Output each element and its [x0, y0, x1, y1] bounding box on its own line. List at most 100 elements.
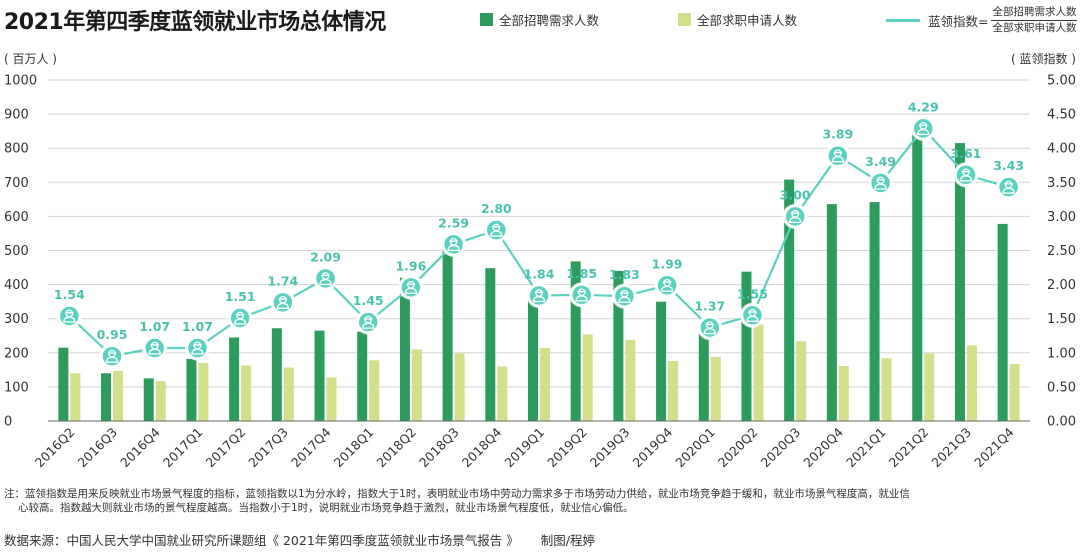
bar-applicants — [625, 339, 636, 421]
x-tick-label: 2017Q2 — [203, 425, 249, 471]
bar-applicants — [540, 348, 550, 421]
index-value-label: 2.80 — [481, 201, 512, 216]
legend-formula-numerator: 全部招聘需求人数 — [991, 6, 1078, 21]
y-right-tick-label: 4.50 — [1047, 108, 1076, 123]
y-right-tick-label: 1.50 — [1047, 312, 1076, 327]
index-value-label: 1.74 — [267, 273, 298, 288]
bar-demand — [186, 358, 197, 421]
chart-plot: 1.54 0.95 1.07 1.07 1.51 1.74 2.09 1.45 1.96 2.59… — [4, 74, 1076, 471]
index-marker — [741, 304, 764, 327]
index-marker — [101, 345, 123, 367]
legend-item-index: 蓝领指数= 全部招聘需求人数 全部求职申请人数 — [886, 6, 1078, 35]
bar-applicants — [454, 353, 465, 421]
legend-formula: 全部招聘需求人数 全部求职申请人数 — [991, 6, 1078, 35]
index-marker — [869, 172, 892, 194]
bar-applicants — [582, 334, 593, 421]
legend-swatch-demand — [480, 13, 493, 26]
index-value-label: 1.45 — [353, 293, 384, 308]
index-value-label: 1.55 — [737, 286, 768, 301]
source-text: 数据来源：中国人民大学中国就业研究所课题组《 2021年第四季度蓝领就业市场景气… — [4, 533, 519, 548]
right-axis-unit: ( 蓝领指数 ) — [1011, 52, 1076, 66]
index-value-label: 1.51 — [225, 289, 256, 304]
x-tick-label: 2021Q2 — [886, 425, 932, 471]
index-value-label: 3.61 — [951, 146, 982, 161]
y-left-tick-label: 500 — [4, 244, 29, 259]
bar-applicants — [155, 381, 166, 421]
bar-demand — [58, 347, 69, 421]
index-marker — [528, 284, 550, 307]
legend-swatch-applicants — [678, 13, 691, 26]
index-value-label: 1.83 — [609, 267, 640, 282]
bar-applicants — [113, 370, 124, 421]
bar-applicants — [966, 345, 977, 421]
bar-demand — [101, 373, 112, 421]
bar-demand — [698, 332, 709, 421]
bar-applicants — [710, 356, 721, 421]
bar-demand — [399, 277, 410, 421]
bar-demand — [357, 331, 368, 421]
x-tick-label: 2016Q2 — [32, 425, 78, 471]
bar-demand — [869, 202, 880, 421]
legend-item-applicants: 全部求职申请人数 — [678, 10, 797, 29]
index-marker — [656, 274, 678, 297]
y-left-tick-label: 200 — [4, 346, 29, 361]
bar-demand — [143, 378, 154, 421]
bar-applicants — [497, 366, 508, 421]
y-right-tick-label: 3.00 — [1047, 210, 1076, 225]
x-tick-label: 2019Q3 — [587, 425, 633, 471]
bar-applicants — [70, 373, 81, 421]
index-value-label: 1.85 — [566, 266, 597, 281]
y-left-tick-label: 400 — [4, 278, 29, 293]
bar-applicants — [924, 353, 935, 421]
bar-demand — [570, 261, 581, 421]
legend-label-index: 蓝领指数= — [928, 14, 989, 29]
index-value-label: 3.89 — [822, 127, 853, 142]
x-tick-label: 2020Q1 — [672, 425, 718, 471]
bar-demand — [485, 268, 496, 421]
y-right-tick-label: 5.00 — [1047, 74, 1076, 89]
x-tick-label: 2019Q2 — [544, 425, 590, 471]
y-left-tick-label: 1000 — [4, 74, 37, 89]
index-marker — [143, 337, 166, 359]
footnote-line-2: 心较高。指数越大则就业市场的景气程度越高。当指数小于1时，说明就业市场竞争趋于激… — [18, 502, 634, 514]
index-marker — [186, 337, 209, 359]
index-value-label: 3.00 — [780, 187, 811, 202]
data-source: 数据来源：中国人民大学中国就业研究所课题组《 2021年第四季度蓝领就业市场景气… — [4, 530, 595, 549]
chart-credit: 制图/程婷 — [540, 533, 595, 548]
bar-applicants — [838, 366, 849, 421]
x-tick-label: 2018Q3 — [416, 425, 462, 471]
index-marker — [955, 164, 977, 186]
x-tick-label: 2019Q1 — [501, 425, 547, 471]
footnote-line-1: 注：蓝领指数是用来反映就业市场景气程度的指标，蓝领指数以1为分水岭，指数大于1时… — [4, 488, 910, 500]
y-left-tick-label: 900 — [4, 108, 29, 123]
index-value-label: 1.07 — [139, 319, 170, 334]
legend-item-demand: 全部招聘需求人数 — [480, 10, 599, 29]
bar-applicants — [411, 349, 422, 421]
index-marker — [784, 205, 806, 228]
bar-applicants — [796, 341, 807, 421]
y-right-tick-label: 3.50 — [1047, 176, 1076, 191]
bar-demand — [314, 330, 325, 421]
x-tick-label: 2018Q2 — [373, 425, 419, 471]
bar-applicants — [241, 365, 252, 421]
legend-line-swatch — [886, 19, 920, 22]
legend-formula-denominator: 全部求职申请人数 — [992, 22, 1077, 34]
bar-applicants — [881, 358, 892, 421]
x-tick-label: 2021Q4 — [971, 424, 1017, 470]
bar-demand — [229, 337, 240, 421]
x-tick-label: 2018Q1 — [331, 425, 377, 471]
index-value-labels: 1.54 0.95 1.07 1.07 1.51 1.74 2.09 1.45 1.96 2.59… — [54, 99, 1024, 342]
index-marker — [357, 311, 379, 333]
index-value-label: 1.96 — [395, 258, 426, 273]
index-value-label: 1.99 — [652, 256, 683, 271]
index-marker — [400, 276, 422, 299]
bar-demand — [997, 223, 1008, 421]
bar-demand — [912, 127, 923, 422]
index-value-label: 3.43 — [993, 158, 1024, 173]
index-marker — [314, 267, 337, 290]
y-left-tick-label: 100 — [4, 380, 29, 395]
y-right-tick-label: 2.00 — [1047, 278, 1076, 293]
x-tick-label: 2016Q4 — [117, 424, 163, 470]
y-right-tick-label: 4.00 — [1047, 142, 1076, 157]
index-marker — [912, 117, 935, 140]
